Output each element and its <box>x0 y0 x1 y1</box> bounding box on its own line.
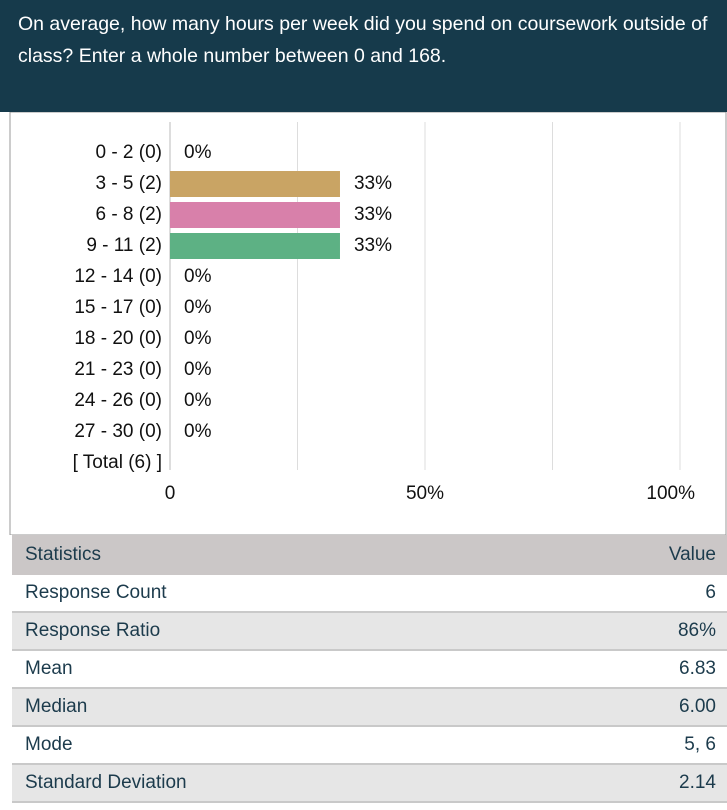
value-label: 0% <box>184 359 212 380</box>
value-label: 0% <box>184 266 212 287</box>
category-label: 0 - 2 (0) <box>95 142 162 163</box>
value-label: 0% <box>184 297 212 318</box>
table-cell: 6 <box>705 582 716 603</box>
category-label: 3 - 5 (2) <box>95 173 162 194</box>
bar <box>170 233 340 259</box>
table-cell: Response Count <box>25 582 167 603</box>
category-label: 6 - 8 (2) <box>95 204 162 225</box>
question-header: On average, how many hours per week did … <box>0 0 727 112</box>
table-cell: 5, 6 <box>684 734 716 755</box>
table-row: Response Count 6 <box>12 575 727 613</box>
value-label: 33% <box>354 173 392 194</box>
bar <box>170 202 340 228</box>
value-label: 0% <box>184 142 212 163</box>
table-header: Statistics Value <box>12 535 727 575</box>
category-label: 27 - 30 (0) <box>74 421 162 442</box>
table-cell: 86% <box>677 620 716 641</box>
value-label: 0% <box>184 328 212 349</box>
table-cell: 2.14 <box>679 772 716 793</box>
table-cell: Mode <box>25 734 73 755</box>
value-label: 33% <box>354 204 392 225</box>
table-row: Mean 6.83 <box>12 651 727 689</box>
table-cell: Standard Deviation <box>25 772 187 793</box>
table-cell: 6.00 <box>679 696 716 717</box>
x-tick-label: 50% <box>406 483 444 504</box>
chart: 0 50% 100% 0 - 2 (0) 0% 3 - 5 (2) 33% 6 - 8 (2)… <box>9 112 727 535</box>
table-cell: Mean <box>25 658 73 679</box>
table-row: Standard Deviation 2.14 <box>12 765 727 803</box>
table-cell: Value <box>668 544 716 565</box>
bar <box>170 171 340 197</box>
stats-table: Statistics Value Response Count 6 Response R… <box>12 535 727 803</box>
table-cell: Response Ratio <box>25 620 161 641</box>
table-row: Mode 5, 6 <box>12 727 727 765</box>
category-label: 21 - 23 (0) <box>74 359 162 380</box>
value-label: 0% <box>184 390 212 411</box>
table-cell: Statistics <box>25 544 102 565</box>
category-label: 15 - 17 (0) <box>74 297 162 318</box>
value-label: 33% <box>354 235 392 256</box>
value-label: 0% <box>184 421 212 442</box>
category-label: 12 - 14 (0) <box>74 266 162 287</box>
category-label: 18 - 20 (0) <box>74 328 162 349</box>
table-row: Median 6.00 <box>12 689 727 727</box>
category-label: 24 - 26 (0) <box>74 390 162 411</box>
table-cell: Median <box>25 696 88 717</box>
x-tick-label: 0 <box>165 483 176 504</box>
table-row: Response Ratio 86% <box>12 613 727 651</box>
table-cell: 6.83 <box>679 658 716 679</box>
category-label: 9 - 11 (2) <box>86 235 162 256</box>
chart-frame <box>9 112 727 535</box>
category-label: [ Total (6) ] <box>73 452 162 473</box>
x-tick-label: 100% <box>646 483 695 504</box>
